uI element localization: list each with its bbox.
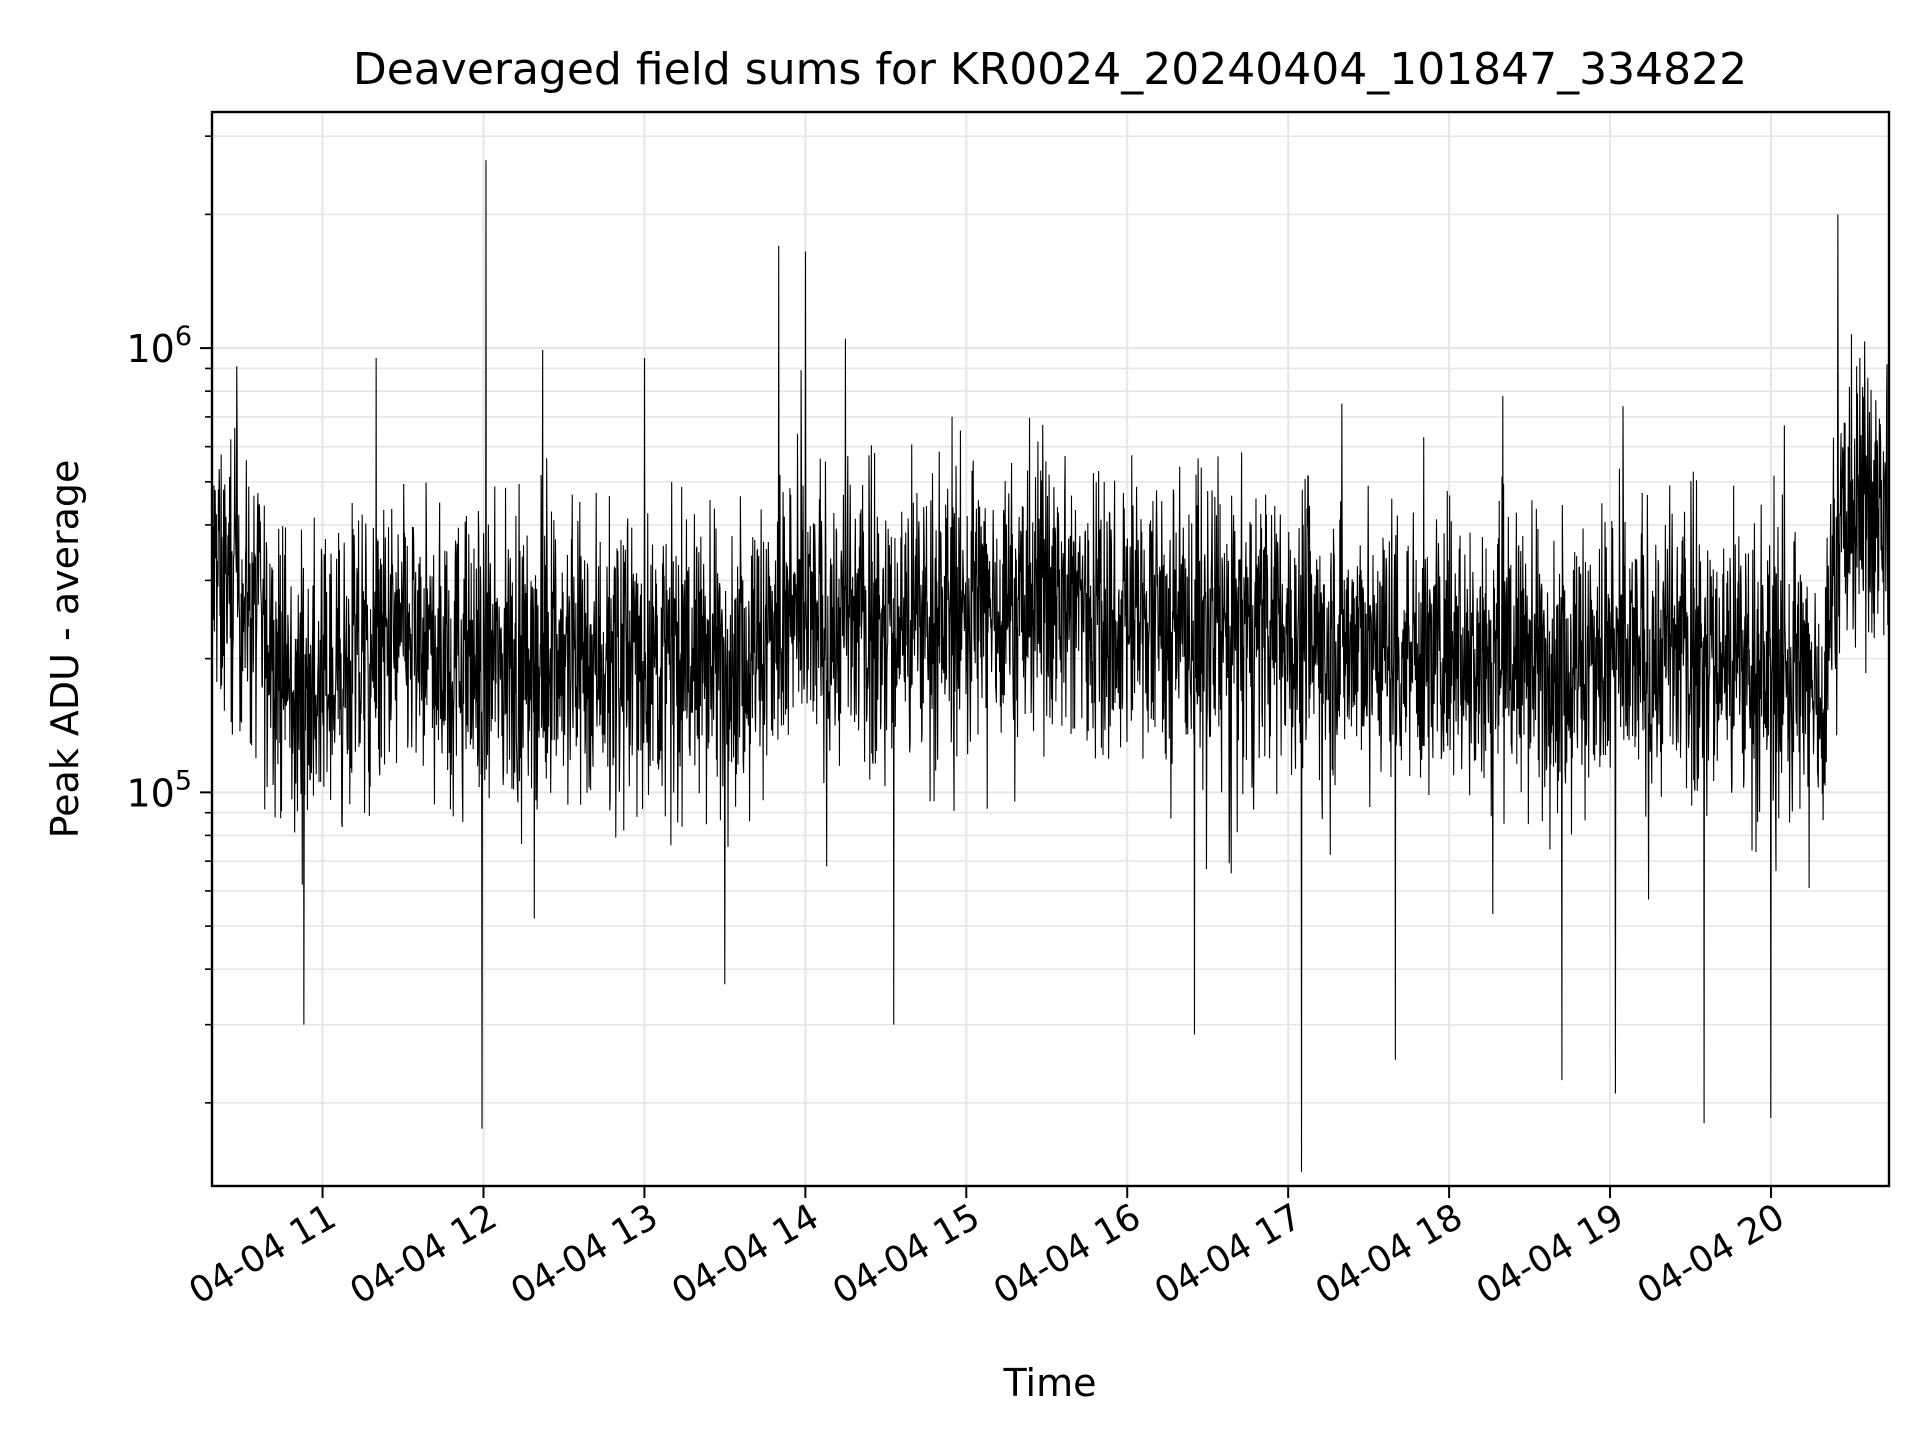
x-tick-label: 04-04 20 — [1631, 1196, 1792, 1312]
y-axis-label: Peak ADU - average — [43, 460, 87, 839]
x-axis-label: Time — [1003, 1361, 1097, 1405]
x-tick-label: 04-04 16 — [987, 1196, 1148, 1312]
series-line — [211, 160, 1890, 1172]
x-tick-label: 04-04 15 — [826, 1196, 987, 1312]
x-tick-label: 04-04 13 — [504, 1196, 665, 1312]
y-tick-label: 105 — [126, 765, 192, 815]
x-tick-label: 04-04 17 — [1148, 1196, 1309, 1312]
x-tick-label: 04-04 11 — [182, 1196, 343, 1312]
plot-area — [210, 110, 1891, 1188]
x-tick-label: 04-04 12 — [343, 1196, 504, 1312]
x-tick-label: 04-04 14 — [665, 1196, 826, 1312]
y-tick-label: 106 — [126, 321, 192, 371]
series-group — [211, 160, 1890, 1172]
x-tick-label: 04-04 18 — [1309, 1196, 1470, 1312]
x-tick-label: 04-04 19 — [1470, 1196, 1631, 1312]
chart-title: Deaveraged field sums for KR0024_2024040… — [353, 44, 1747, 95]
